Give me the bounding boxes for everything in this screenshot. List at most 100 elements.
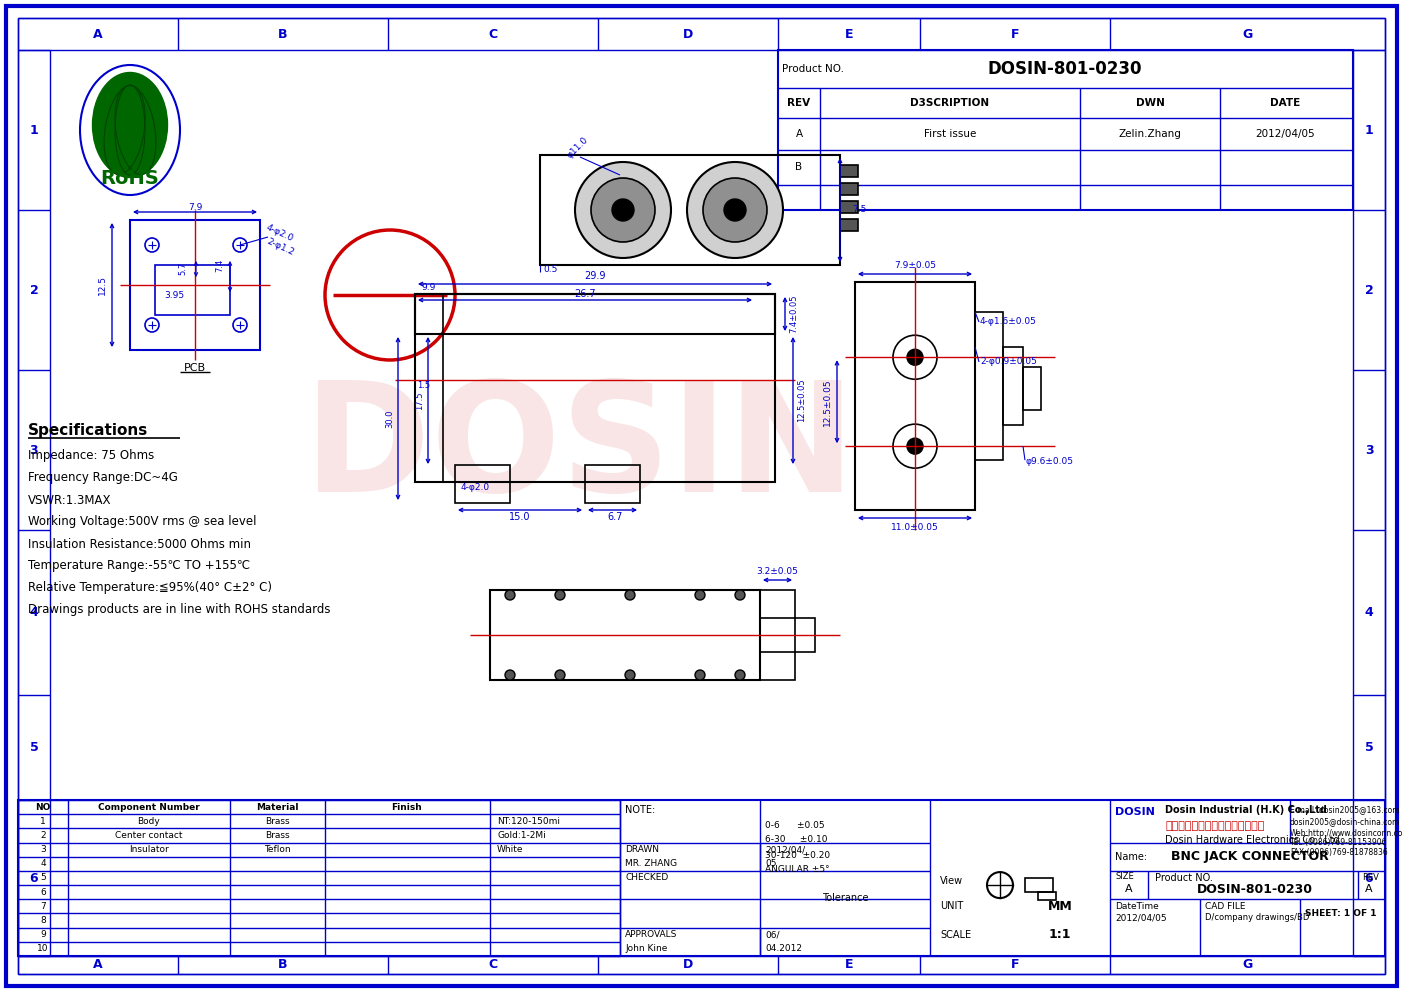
Text: UNIT: UNIT bbox=[940, 902, 964, 912]
Bar bbox=[490, 590, 760, 680]
Text: 1.5: 1.5 bbox=[417, 381, 431, 390]
Text: SHEET: 1 OF 1: SHEET: 1 OF 1 bbox=[1305, 909, 1376, 918]
Text: SCALE: SCALE bbox=[940, 930, 971, 939]
Circle shape bbox=[556, 670, 565, 680]
Text: 7.4±0.05: 7.4±0.05 bbox=[788, 295, 798, 333]
Text: 4: 4 bbox=[41, 859, 46, 868]
Circle shape bbox=[703, 178, 767, 242]
Circle shape bbox=[505, 590, 515, 600]
Text: TEL:(0086)769-81153906: TEL:(0086)769-81153906 bbox=[1289, 838, 1388, 847]
Text: E: E bbox=[845, 958, 853, 971]
Text: A: A bbox=[93, 28, 102, 41]
Text: Insulator: Insulator bbox=[129, 845, 168, 854]
Text: White: White bbox=[497, 845, 523, 854]
Bar bbox=[760, 652, 796, 680]
Circle shape bbox=[906, 438, 923, 454]
Text: 26.7: 26.7 bbox=[574, 289, 596, 299]
Circle shape bbox=[724, 199, 746, 221]
Text: 1:1: 1:1 bbox=[1049, 929, 1072, 941]
Text: Product NO.: Product NO. bbox=[1155, 873, 1212, 883]
Text: A: A bbox=[1125, 884, 1132, 895]
Text: 29.9: 29.9 bbox=[584, 271, 606, 281]
Bar bbox=[455, 465, 511, 503]
Text: View: View bbox=[940, 876, 962, 886]
Text: E-mail: dosin2005@163.com: E-mail: dosin2005@163.com bbox=[1289, 806, 1400, 814]
Text: B: B bbox=[278, 28, 288, 41]
Bar bbox=[415, 294, 774, 334]
Text: 12.5±0.05: 12.5±0.05 bbox=[822, 378, 832, 426]
Text: DWN: DWN bbox=[1135, 98, 1164, 108]
Circle shape bbox=[687, 162, 783, 258]
Text: 7.4: 7.4 bbox=[216, 258, 224, 272]
Text: D/company drawings/BD: D/company drawings/BD bbox=[1205, 914, 1309, 923]
Circle shape bbox=[694, 670, 704, 680]
Text: 7: 7 bbox=[41, 902, 46, 911]
Text: John Kine: John Kine bbox=[624, 944, 668, 953]
Text: Specifications: Specifications bbox=[28, 423, 149, 437]
Circle shape bbox=[575, 162, 671, 258]
Circle shape bbox=[624, 590, 636, 600]
Text: 2: 2 bbox=[1365, 284, 1374, 297]
Bar bbox=[840, 165, 859, 177]
Text: 6: 6 bbox=[41, 888, 46, 897]
Text: 2-φ0.9±0.05: 2-φ0.9±0.05 bbox=[981, 357, 1037, 366]
Text: 0-6      ±0.05: 0-6 ±0.05 bbox=[765, 820, 825, 829]
Text: 6.7: 6.7 bbox=[607, 512, 623, 522]
Text: Zelin.Zhang: Zelin.Zhang bbox=[1118, 129, 1181, 139]
Text: 10: 10 bbox=[38, 944, 49, 953]
Text: 2012/04/05: 2012/04/05 bbox=[1115, 914, 1167, 923]
Text: 06/: 06/ bbox=[765, 930, 780, 939]
Bar bbox=[1003, 347, 1023, 425]
Bar bbox=[154, 265, 230, 315]
Text: MM: MM bbox=[1048, 900, 1072, 913]
Text: 05: 05 bbox=[765, 859, 776, 868]
Text: 11.0±0.05: 11.0±0.05 bbox=[891, 524, 939, 533]
Circle shape bbox=[612, 199, 634, 221]
Text: 2: 2 bbox=[29, 284, 38, 297]
Text: 3: 3 bbox=[29, 443, 38, 456]
Text: φ9.6±0.05: φ9.6±0.05 bbox=[1026, 456, 1073, 465]
Text: BNC JACK CONNECTOR: BNC JACK CONNECTOR bbox=[1172, 850, 1329, 863]
Text: dosin2005@dosin-china.com: dosin2005@dosin-china.com bbox=[1289, 817, 1400, 826]
Text: 5: 5 bbox=[41, 874, 46, 883]
Text: C: C bbox=[488, 28, 498, 41]
Text: F: F bbox=[1010, 958, 1019, 971]
Circle shape bbox=[735, 590, 745, 600]
Text: 30-120  ±0.20: 30-120 ±0.20 bbox=[765, 850, 831, 859]
Circle shape bbox=[624, 670, 636, 680]
Text: 12.5±0.05: 12.5±0.05 bbox=[797, 379, 805, 423]
Text: 04.2012: 04.2012 bbox=[765, 944, 803, 953]
Text: Brass: Brass bbox=[265, 831, 289, 840]
Text: 1: 1 bbox=[41, 816, 46, 825]
Text: 7.5: 7.5 bbox=[852, 205, 867, 214]
Text: 12.5: 12.5 bbox=[97, 275, 107, 295]
Text: Teflon: Teflon bbox=[264, 845, 290, 854]
Text: 东莞市德讯五金电子制品有限公司: 东莞市德讯五金电子制品有限公司 bbox=[1164, 821, 1264, 831]
Ellipse shape bbox=[93, 72, 167, 178]
Text: 5: 5 bbox=[1365, 741, 1374, 754]
Text: Impedance: 75 Ohms: Impedance: 75 Ohms bbox=[28, 449, 154, 462]
Text: Center contact: Center contact bbox=[115, 831, 182, 840]
Text: 3: 3 bbox=[1365, 443, 1374, 456]
Text: E: E bbox=[845, 28, 853, 41]
Text: Insulation Resistance:5000 Ohms min: Insulation Resistance:5000 Ohms min bbox=[28, 538, 251, 551]
Text: 7.9±0.05: 7.9±0.05 bbox=[894, 262, 936, 271]
Text: D: D bbox=[683, 28, 693, 41]
Text: B: B bbox=[278, 958, 288, 971]
Text: 1: 1 bbox=[1365, 123, 1374, 137]
Text: DOSIN-801-0230: DOSIN-801-0230 bbox=[1197, 883, 1313, 896]
Text: 1: 1 bbox=[29, 123, 38, 137]
Text: D3SCRIPTION: D3SCRIPTION bbox=[911, 98, 989, 108]
Text: C: C bbox=[488, 958, 498, 971]
Bar bbox=[540, 155, 840, 265]
Text: Web:http://www.dosinconn.com: Web:http://www.dosinconn.com bbox=[1289, 828, 1403, 837]
Bar bbox=[415, 294, 774, 482]
Text: Material: Material bbox=[255, 803, 299, 811]
Text: 6: 6 bbox=[1365, 872, 1374, 885]
Text: Relative Temperature:≦95%(40° C±2° C): Relative Temperature:≦95%(40° C±2° C) bbox=[28, 581, 272, 594]
Text: 9: 9 bbox=[41, 930, 46, 939]
Text: VSWR:1.3MAX: VSWR:1.3MAX bbox=[28, 493, 111, 507]
Text: 3.2±0.05: 3.2±0.05 bbox=[756, 567, 798, 576]
Bar bbox=[415, 294, 443, 482]
Text: APPROVALS: APPROVALS bbox=[624, 930, 678, 939]
